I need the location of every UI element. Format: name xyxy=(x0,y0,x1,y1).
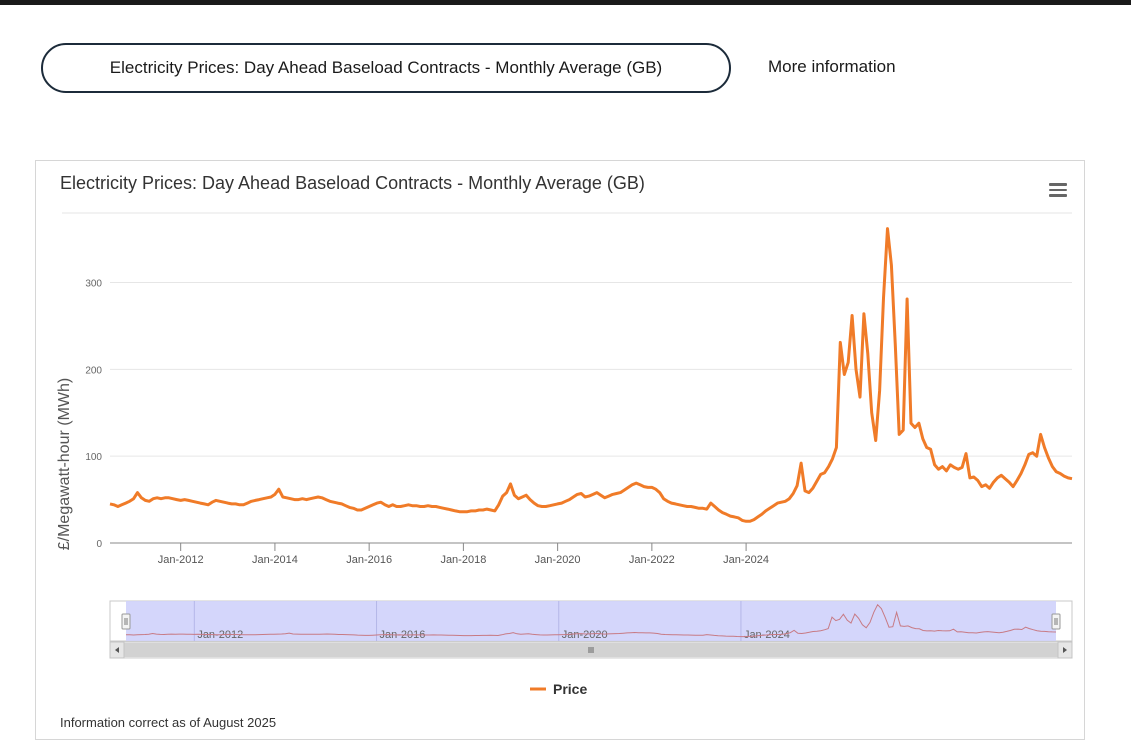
dataset-selector-label: Electricity Prices: Day Ahead Baseload C… xyxy=(109,58,663,77)
navigator-handle-left[interactable] xyxy=(121,613,131,630)
chart-title: Electricity Prices: Day Ahead Baseload C… xyxy=(60,173,645,193)
x-tick-label: Jan-2012 xyxy=(158,554,204,566)
y-tick-label: 200 xyxy=(85,365,102,376)
grid-lines xyxy=(110,281,1072,457)
navigator-tick-label: Jan-2020 xyxy=(562,629,608,641)
x-tick-label: Jan-2018 xyxy=(440,554,486,566)
x-axis: Jan-2012 Jan-2014 Jan-2016 Jan-2018 Jan-2020… xyxy=(110,542,1072,566)
dataset-selector-button[interactable]: Electricity Prices: Day Ahead Baseload C… xyxy=(41,43,731,93)
chart-card: Electricity Prices: Day Ahead Baseload C… xyxy=(35,160,1085,740)
arrow-left-icon xyxy=(115,647,119,653)
legend-label-price[interactable]: Price xyxy=(553,681,587,697)
x-tick-label: Jan-2024 xyxy=(723,554,769,566)
navigator-handle-right[interactable] xyxy=(1051,613,1061,630)
x-tick-label: Jan-2016 xyxy=(346,554,392,566)
x-tick-label: Jan-2020 xyxy=(535,554,581,566)
hamburger-menu-icon[interactable] xyxy=(1049,183,1067,197)
series-line-price xyxy=(109,227,1073,523)
footnote: Information correct as of August 2025 xyxy=(60,715,277,730)
y-tick-label: 100 xyxy=(85,452,102,463)
x-tick-label: Jan-2022 xyxy=(629,554,675,566)
more-information-link[interactable]: More information xyxy=(768,57,896,76)
y-axis-label: £/Megawatt-hour (MWh) xyxy=(56,378,73,551)
y-tick-label: 300 xyxy=(85,278,102,289)
y-tick-label: 0 xyxy=(96,539,102,550)
top-bar xyxy=(0,0,1131,5)
arrow-right-icon xyxy=(1063,647,1067,653)
x-tick-label: Jan-2014 xyxy=(252,554,298,566)
legend[interactable]: Price xyxy=(530,681,587,697)
y-axis-ticks: 0 100 200 300 xyxy=(85,278,102,550)
navigator-series-line xyxy=(125,603,1057,638)
range-navigator[interactable]: Jan-2012 Jan-2016 Jan-2020 Jan-2024 xyxy=(109,600,1073,659)
